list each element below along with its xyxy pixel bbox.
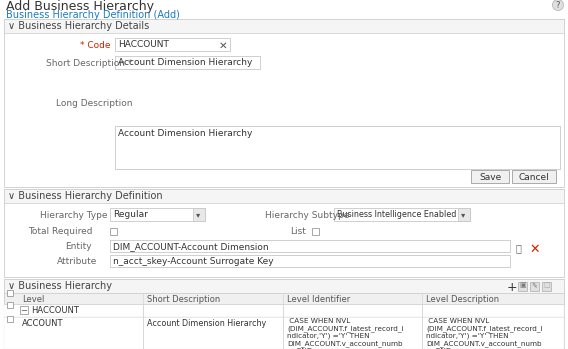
Text: HACCOUNT: HACCOUNT bbox=[118, 40, 169, 49]
Text: Entity: Entity bbox=[65, 242, 91, 251]
Text: n_acct_skey-Account Surrogate Key: n_acct_skey-Account Surrogate Key bbox=[113, 257, 274, 266]
Text: −: − bbox=[20, 306, 27, 315]
Bar bbox=[4, 279, 564, 293]
Bar bbox=[110, 240, 510, 252]
Bar bbox=[518, 282, 527, 291]
Text: ✕: ✕ bbox=[219, 40, 227, 51]
Bar bbox=[471, 170, 509, 183]
Bar bbox=[7, 316, 13, 322]
Text: Account Dimension Hierarchy: Account Dimension Hierarchy bbox=[147, 319, 266, 328]
Text: ▾: ▾ bbox=[196, 210, 200, 219]
Text: * Code: * Code bbox=[80, 41, 111, 50]
Text: Account Dimension Hierarchy: Account Dimension Hierarchy bbox=[118, 58, 252, 67]
Text: HACCOUNT: HACCOUNT bbox=[31, 306, 79, 315]
Text: Add Business Hierarchy: Add Business Hierarchy bbox=[6, 0, 154, 13]
Bar bbox=[530, 282, 539, 291]
Text: Business Hierarchy Definition (Add): Business Hierarchy Definition (Add) bbox=[6, 10, 180, 20]
Bar bbox=[334, 208, 470, 221]
Text: Short Description: Short Description bbox=[147, 295, 220, 304]
Bar bbox=[4, 293, 564, 304]
Bar bbox=[4, 19, 564, 33]
Bar bbox=[458, 208, 470, 221]
Text: Business Intelligence Enabled: Business Intelligence Enabled bbox=[337, 210, 456, 219]
Text: ⎘: ⎘ bbox=[515, 243, 521, 253]
Text: ▣: ▣ bbox=[519, 282, 526, 289]
Bar bbox=[193, 208, 205, 221]
Text: ?: ? bbox=[556, 1, 560, 10]
Text: ✕: ✕ bbox=[530, 243, 540, 255]
Bar bbox=[4, 189, 564, 277]
Text: Level Identifier: Level Identifier bbox=[287, 295, 350, 304]
Bar bbox=[7, 290, 13, 296]
Bar bbox=[4, 19, 564, 187]
Text: ACCOUNT: ACCOUNT bbox=[22, 319, 64, 328]
Text: Long Description: Long Description bbox=[56, 99, 132, 108]
Bar bbox=[110, 255, 510, 267]
Text: CASE WHEN NVL
(DIM_ACCOUNT.f_latest_record_i
ndicator,'Y') ='Y' THEN
DIM_ACCOUNT: CASE WHEN NVL (DIM_ACCOUNT.f_latest_reco… bbox=[426, 318, 542, 349]
Bar bbox=[4, 189, 564, 203]
Bar bbox=[115, 126, 560, 169]
Text: Regular: Regular bbox=[113, 210, 148, 219]
Text: +: + bbox=[507, 281, 517, 294]
Text: List: List bbox=[290, 227, 306, 236]
Text: ∨ Business Hierarchy Details: ∨ Business Hierarchy Details bbox=[8, 21, 149, 31]
Text: Level Description: Level Description bbox=[426, 295, 499, 304]
Text: Short Description *: Short Description * bbox=[46, 59, 132, 68]
Bar bbox=[110, 228, 117, 235]
Text: Level: Level bbox=[22, 295, 44, 304]
Text: ∨ Business Hierarchy: ∨ Business Hierarchy bbox=[8, 281, 112, 291]
Text: ✎: ✎ bbox=[532, 282, 537, 289]
Bar bbox=[20, 306, 28, 314]
Text: CASE WHEN NVL
(DIM_ACCOUNT.f_latest_record_i
ndicator,'Y') ='Y' THEN
DIM_ACCOUNT: CASE WHEN NVL (DIM_ACCOUNT.f_latest_reco… bbox=[287, 318, 403, 349]
Text: Attribute: Attribute bbox=[57, 257, 97, 266]
Bar bbox=[512, 170, 556, 183]
Bar bbox=[542, 282, 551, 291]
Bar bbox=[312, 228, 319, 235]
Text: ∨ Business Hierarchy Definition: ∨ Business Hierarchy Definition bbox=[8, 191, 162, 201]
Text: □: □ bbox=[543, 282, 550, 289]
Bar bbox=[115, 38, 230, 51]
Text: Hierarchy Subtype: Hierarchy Subtype bbox=[265, 211, 349, 220]
Bar bbox=[115, 56, 260, 69]
Bar bbox=[4, 304, 564, 317]
Bar bbox=[7, 302, 13, 307]
Text: Total Required: Total Required bbox=[28, 227, 93, 236]
Bar bbox=[110, 208, 205, 221]
Circle shape bbox=[553, 0, 563, 10]
Bar bbox=[4, 279, 564, 349]
Text: Account Dimension Hierarchy: Account Dimension Hierarchy bbox=[118, 129, 252, 138]
Bar bbox=[4, 317, 564, 349]
Text: DIM_ACCOUNT-Account Dimension: DIM_ACCOUNT-Account Dimension bbox=[113, 242, 269, 251]
Text: Save: Save bbox=[479, 172, 501, 181]
Text: ▾: ▾ bbox=[461, 210, 465, 219]
Text: Hierarchy Type: Hierarchy Type bbox=[40, 211, 107, 220]
Text: Cancel: Cancel bbox=[519, 172, 549, 181]
